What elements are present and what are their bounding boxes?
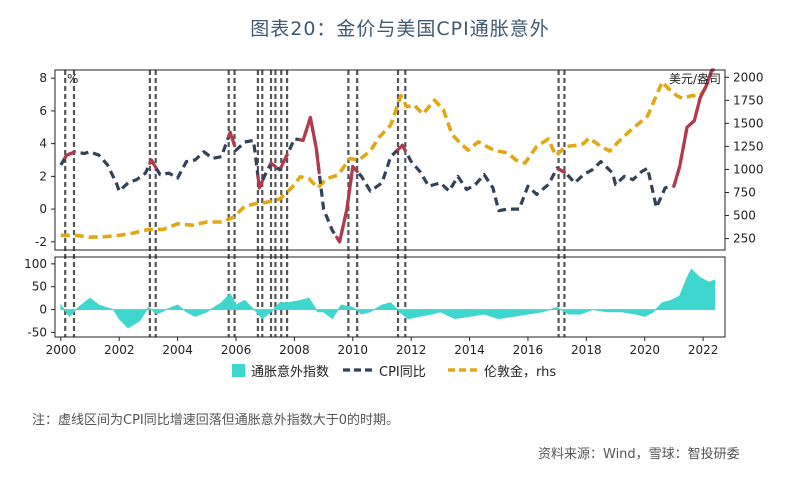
x-tick-label: 2004: [162, 343, 193, 357]
legend-label-gold: 伦敦金，rhs: [484, 364, 556, 380]
lower-panel-frame: [54, 256, 726, 338]
right-tick-label: 750: [733, 185, 756, 199]
left-tick-label: 0: [39, 202, 47, 216]
x-tick-label: 2000: [46, 343, 77, 357]
lower-tick-label: 0: [39, 303, 47, 317]
right-tick-label: 1000: [733, 162, 764, 176]
left-axis-unit: %: [67, 72, 78, 86]
upper-lines: [59, 68, 715, 244]
inflation-surprise-series: [60, 268, 716, 329]
right-tick-label: 2000: [733, 70, 764, 84]
cpi-highlight-10: [672, 68, 715, 188]
right-tick-label: 1500: [733, 116, 764, 130]
x-tick-label: 2014: [454, 343, 485, 357]
cpi-highlight-5: [279, 153, 289, 169]
x-tick-label: 2022: [688, 343, 719, 357]
lower-tick-label: -50: [27, 325, 47, 339]
lower-tick-label: 50: [32, 280, 47, 294]
upper-panel-frame: [54, 69, 726, 251]
gold-price-series: [60, 80, 711, 239]
right-axis-unit: 美元/盎司: [669, 72, 721, 86]
lower-tick-label: 100: [24, 257, 47, 271]
right-tick-label: 500: [733, 209, 756, 223]
x-tick-label: 2010: [338, 343, 369, 357]
chart-source: 资料来源：Wind，雪球：智投研委: [538, 447, 740, 462]
chart-note: 注：虚线区间为CPI同比增速回落但通胀意外指数大于0的时期。: [32, 413, 400, 428]
right-tick-label: 1250: [733, 139, 764, 153]
x-tick-label: 2002: [104, 343, 135, 357]
dashed-periods: [64, 70, 566, 337]
cpi-highlight-0: [63, 150, 76, 160]
left-tick-label: 2: [39, 169, 47, 183]
cpi-highlight-7: [335, 164, 359, 244]
legend-label-cpi: CPI同比: [379, 365, 426, 380]
left-tick-label: 6: [39, 104, 47, 118]
cpi-series: [59, 69, 714, 244]
left-tick-label: 8: [39, 71, 47, 85]
left-tick-label: 4: [39, 137, 47, 151]
x-tick-label: 2008: [279, 343, 310, 357]
x-tick-label: 2018: [571, 343, 602, 357]
legend-swatch-surprise: [232, 364, 245, 377]
legend: 通胀意外指数 CPI同比 伦敦金，rhs: [232, 364, 556, 380]
x-tick-label: 2020: [629, 343, 660, 357]
cpi-highlight-6: [298, 115, 321, 175]
right-tick-label: 250: [733, 232, 756, 246]
cpi-highlight-9: [557, 167, 566, 174]
x-tick-label: 2012: [396, 343, 427, 357]
x-tick-label: 2016: [513, 343, 544, 357]
left-tick-label: -2: [35, 235, 47, 249]
chart-title: 图表20：金价与美国CPI通胀意外: [250, 18, 550, 40]
inflation-surprise-area: [60, 268, 716, 329]
cpi-highlight-8: [396, 143, 407, 153]
axes: 86420-2200017501500125010007505002501005…: [24, 70, 763, 357]
cpi-highlight-3: [256, 174, 264, 190]
cpi-highlight-1: [148, 158, 158, 169]
right-tick-label: 1750: [733, 93, 764, 107]
cpi-highlight-4: [269, 161, 277, 169]
cpi-highlight-2: [227, 130, 237, 148]
x-tick-label: 2006: [221, 343, 252, 357]
legend-label-surprise: 通胀意外指数: [251, 364, 329, 380]
